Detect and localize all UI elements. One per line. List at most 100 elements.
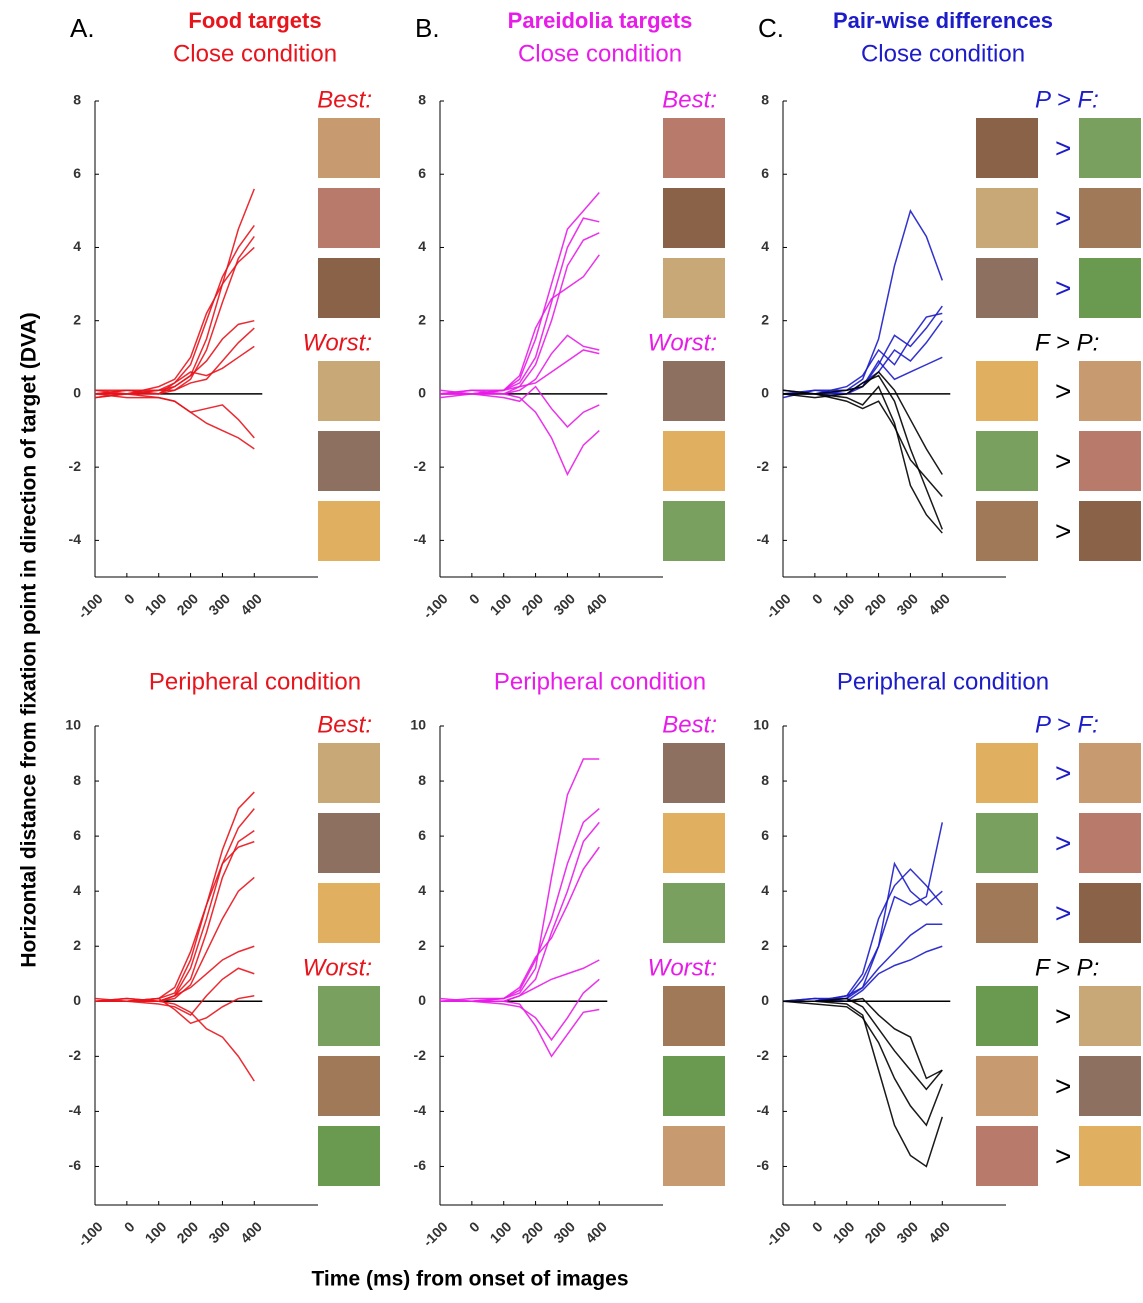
y-tick-label: 8 bbox=[761, 772, 769, 788]
y-tick-label: -6 bbox=[69, 1157, 82, 1173]
y-tick-label: 8 bbox=[418, 92, 426, 108]
thumbnail bbox=[1079, 813, 1141, 873]
comparison-symbol: > bbox=[1055, 1140, 1071, 1171]
y-tick-label: 8 bbox=[73, 92, 81, 108]
y-tick-label: 0 bbox=[418, 385, 426, 401]
trajectory bbox=[95, 877, 254, 1001]
thumbnail bbox=[1079, 188, 1141, 248]
x-tick-label: 300 bbox=[893, 590, 921, 618]
x-tick-label: 400 bbox=[925, 590, 953, 618]
panel-title: Peripheral condition bbox=[837, 668, 1049, 695]
trajectory bbox=[440, 960, 599, 1001]
x-tick-label: 100 bbox=[142, 1218, 170, 1246]
thumbnail bbox=[1079, 501, 1141, 561]
thumbnail bbox=[663, 501, 725, 561]
y-tick-label: -2 bbox=[757, 1047, 770, 1063]
x-tick-label: -100 bbox=[763, 590, 794, 621]
x-tick-label: 400 bbox=[582, 590, 610, 618]
panel-letter: B. bbox=[415, 13, 440, 43]
thumbnail bbox=[318, 118, 380, 178]
y-tick-label: -2 bbox=[414, 458, 427, 474]
thumbnail bbox=[976, 361, 1038, 421]
x-axis-label: Time (ms) from onset of images bbox=[311, 1268, 628, 1291]
y-tick-label: 6 bbox=[73, 165, 81, 181]
x-tick-label: 0 bbox=[121, 590, 138, 607]
comparison-symbol: > bbox=[1055, 202, 1071, 233]
thumbnail bbox=[976, 431, 1038, 491]
trajectory bbox=[783, 864, 942, 1002]
trajectory bbox=[440, 233, 599, 394]
y-tick-label: 0 bbox=[418, 992, 426, 1008]
thumbnail bbox=[318, 258, 380, 318]
x-tick-label: 0 bbox=[121, 1218, 138, 1235]
y-tick-label: 6 bbox=[418, 165, 426, 181]
x-tick-label: 400 bbox=[582, 1218, 610, 1246]
trajectory bbox=[440, 218, 599, 394]
y-tick-label: 2 bbox=[418, 311, 426, 327]
y-tick-label: -4 bbox=[414, 531, 427, 547]
thumbnail bbox=[663, 361, 725, 421]
thumbnail bbox=[318, 501, 380, 561]
comparison-symbol: > bbox=[1055, 757, 1071, 788]
trajectory bbox=[95, 394, 254, 449]
trajectory bbox=[783, 869, 942, 1001]
trajectory bbox=[783, 211, 942, 394]
y-tick-label: -2 bbox=[414, 1047, 427, 1063]
y-tick-label: 10 bbox=[65, 717, 81, 733]
y-tick-label: -6 bbox=[757, 1157, 770, 1173]
panel-title: Peripheral condition bbox=[494, 668, 706, 695]
y-tick-label: -6 bbox=[414, 1157, 427, 1173]
trajectory bbox=[783, 313, 942, 394]
thumbnail bbox=[663, 813, 725, 873]
thumbnail bbox=[663, 883, 725, 943]
y-tick-label: -4 bbox=[757, 531, 770, 547]
x-tick-label: -100 bbox=[420, 1218, 451, 1249]
x-tick-label: 300 bbox=[550, 590, 578, 618]
panel-title: Close condition bbox=[861, 40, 1025, 67]
thumbnail bbox=[663, 188, 725, 248]
annotation: Best: bbox=[317, 86, 372, 113]
x-tick-label: 0 bbox=[809, 590, 826, 607]
thumbnail bbox=[976, 188, 1038, 248]
y-tick-label: 4 bbox=[761, 882, 769, 898]
thumbnail bbox=[318, 743, 380, 803]
comparison-symbol: > bbox=[1055, 375, 1071, 406]
thumbnail bbox=[1079, 743, 1141, 803]
x-tick-label: -100 bbox=[763, 1218, 794, 1249]
annotation: Worst: bbox=[303, 954, 372, 981]
trajectory bbox=[783, 1001, 942, 1125]
trajectory bbox=[440, 193, 599, 394]
y-tick-label: 2 bbox=[761, 937, 769, 953]
y-tick-label: 4 bbox=[418, 882, 426, 898]
thumbnail bbox=[1079, 883, 1141, 943]
thumbnail bbox=[1079, 986, 1141, 1046]
thumbnail bbox=[1079, 1126, 1141, 1186]
thumbnail bbox=[663, 431, 725, 491]
trajectory bbox=[440, 822, 599, 1001]
x-tick-label: 300 bbox=[550, 1218, 578, 1246]
thumbnail bbox=[976, 743, 1038, 803]
y-axis-label: Horizontal distance from fixation point … bbox=[18, 312, 41, 967]
x-tick-label: 0 bbox=[466, 1218, 483, 1235]
y-tick-label: -4 bbox=[757, 1102, 770, 1118]
trajectory bbox=[783, 1001, 942, 1166]
comparison-symbol: > bbox=[1055, 515, 1071, 546]
y-tick-label: 6 bbox=[761, 827, 769, 843]
thumbnail bbox=[1079, 361, 1141, 421]
trajectory bbox=[95, 247, 254, 397]
comparison-symbol: > bbox=[1055, 827, 1071, 858]
y-tick-label: 4 bbox=[73, 238, 81, 254]
thumbnail bbox=[663, 743, 725, 803]
y-tick-label: 6 bbox=[418, 827, 426, 843]
thumbnail bbox=[1079, 1056, 1141, 1116]
annotation: Best: bbox=[317, 711, 372, 738]
x-tick-label: 400 bbox=[237, 1218, 265, 1246]
x-tick-label: 200 bbox=[518, 590, 546, 618]
thumbnail bbox=[663, 986, 725, 1046]
y-tick-label: 0 bbox=[761, 385, 769, 401]
x-tick-label: 300 bbox=[205, 590, 233, 618]
trajectory bbox=[783, 999, 942, 1079]
thumbnail bbox=[318, 986, 380, 1046]
annotation: P > F: bbox=[1035, 86, 1099, 113]
panel-title: Peripheral condition bbox=[149, 668, 361, 695]
